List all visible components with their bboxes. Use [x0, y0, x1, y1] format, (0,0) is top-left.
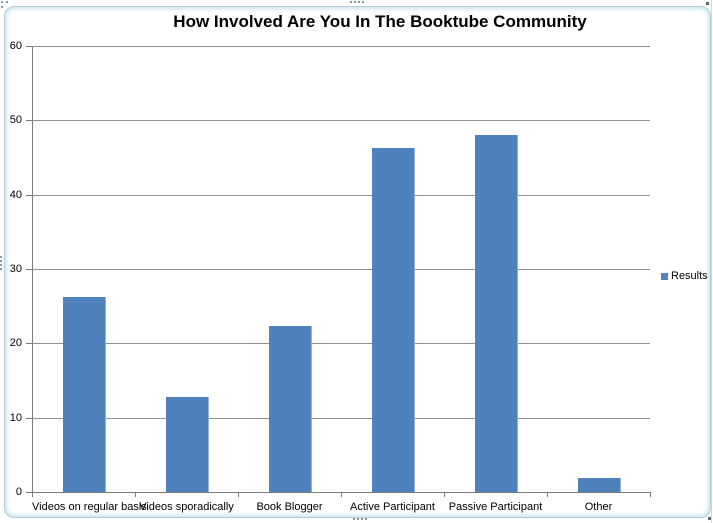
y-axis-tick-label: 40 — [9, 189, 22, 201]
x-axis-label: Videos sporadically — [139, 501, 234, 513]
resize-handle-top-left[interactable] — [1, 1, 3, 3]
y-axis-tick-label: 10 — [9, 412, 22, 424]
x-axis-label: Passive Participant — [448, 501, 543, 513]
y-axis-tick — [26, 418, 32, 419]
x-axis-tick — [341, 492, 342, 497]
x-axis-tick — [444, 492, 445, 497]
y-axis-tick — [26, 343, 32, 344]
y-axis-tick — [26, 195, 32, 196]
screen-edge-line — [711, 0, 712, 523]
y-axis-tick-label: 50 — [9, 114, 22, 126]
y-axis-tick — [26, 492, 32, 493]
legend[interactable]: Results — [661, 270, 708, 282]
legend-swatch-icon — [661, 272, 668, 280]
y-axis-tick — [26, 46, 32, 47]
chart-title[interactable]: How Involved Are You In The Booktube Com… — [173, 12, 587, 31]
x-axis-label: Other — [584, 501, 613, 513]
gridline — [32, 120, 650, 121]
resize-handle-top-right[interactable] — [706, 2, 709, 5]
y-axis-tick-label: 0 — [15, 486, 22, 498]
legend-label: Results — [671, 270, 708, 282]
x-axis-label: Book Blogger — [256, 501, 323, 513]
x-axis-tick — [135, 492, 136, 497]
plot-area: 0 10 20 30 40 50 60 Videos on regular basis Vide… — [10, 40, 651, 513]
bar[interactable] — [269, 326, 312, 492]
gridline — [32, 343, 650, 344]
resize-handle-top[interactable] — [350, 1, 352, 3]
bar[interactable] — [578, 478, 621, 492]
x-axis-tick — [238, 492, 239, 497]
y-axis-tick — [26, 120, 32, 121]
y-axis-tick-label: 30 — [9, 263, 22, 275]
bar[interactable] — [475, 135, 518, 492]
gridline — [32, 195, 650, 196]
gridline — [32, 46, 650, 47]
x-axis-tick — [650, 492, 651, 497]
x-axis-tick — [32, 492, 33, 497]
bar[interactable] — [372, 148, 415, 492]
y-axis-tick-label: 20 — [9, 337, 22, 349]
y-axis-tick — [26, 269, 32, 270]
gridline — [32, 269, 650, 270]
resize-handle-left[interactable] — [0, 256, 2, 258]
bar[interactable] — [166, 397, 209, 492]
resize-handle-bottom-right[interactable] — [708, 517, 711, 520]
chart-area-frame[interactable] — [4, 6, 711, 518]
resize-handle-bottom[interactable] — [353, 518, 355, 520]
x-axis-tick — [547, 492, 548, 497]
y-axis-tick-label: 60 — [9, 40, 22, 52]
x-axis-label: Videos on regular basis — [32, 501, 147, 513]
gridline — [32, 418, 650, 419]
bar[interactable] — [63, 297, 106, 492]
x-axis-label: Active Participant — [350, 501, 435, 513]
